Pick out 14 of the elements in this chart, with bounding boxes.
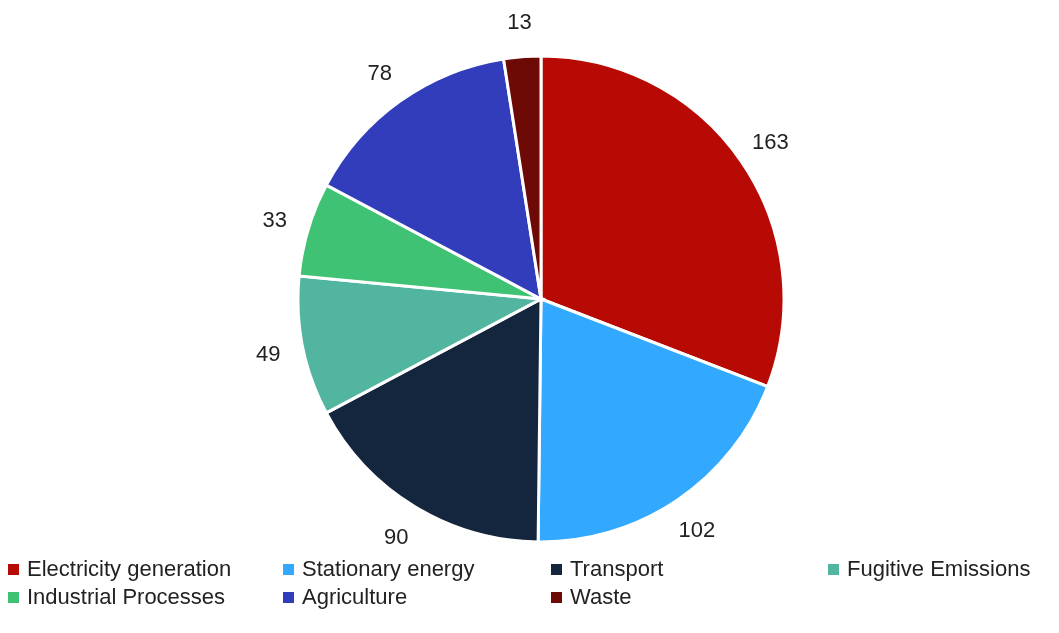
legend-label: Transport xyxy=(570,556,664,582)
legend-label: Electricity generation xyxy=(27,556,232,582)
data-label: 13 xyxy=(507,9,532,35)
legend-label: Stationary energy xyxy=(302,556,475,582)
legend-label: Fugitive Emissions xyxy=(847,556,1031,582)
data-label: 49 xyxy=(256,340,281,366)
data-label: 90 xyxy=(384,523,409,549)
data-label: 102 xyxy=(678,516,716,542)
data-label: 78 xyxy=(367,60,392,86)
data-label: 163 xyxy=(751,129,789,155)
data-label: 33 xyxy=(262,206,287,232)
legend-label: Industrial Processes xyxy=(27,584,226,610)
legend-label: Waste xyxy=(570,584,632,610)
legend-label: Agriculture xyxy=(302,584,408,610)
